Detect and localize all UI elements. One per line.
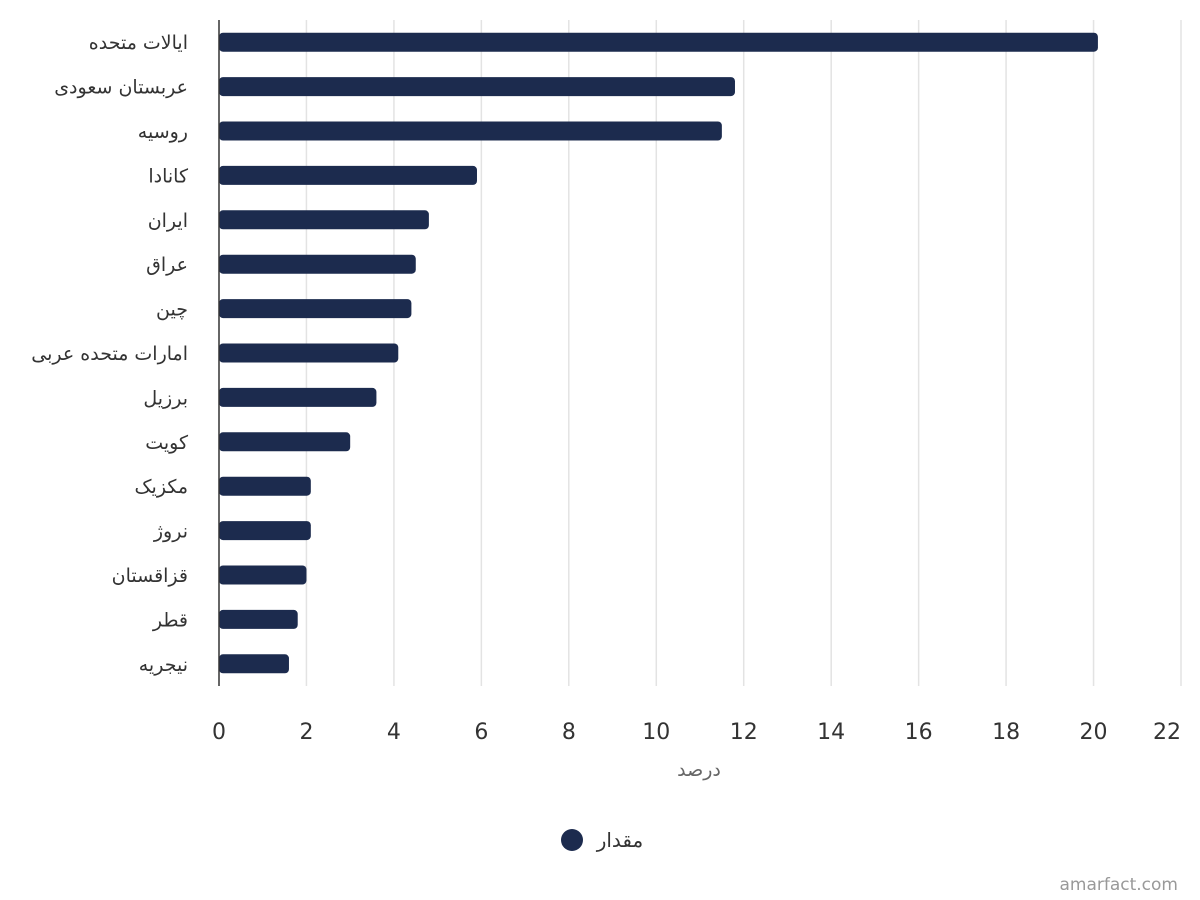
x-tick-label: 20: [1080, 720, 1108, 745]
category-label: نروژ: [153, 521, 188, 543]
grid-lines: [305, 20, 1182, 686]
category-label: قطر: [152, 609, 188, 631]
category-label: عربستان سعودی: [54, 77, 188, 99]
bars: [219, 32, 1098, 674]
category-label: ایالات متحده: [89, 32, 188, 54]
category-label: برزیل: [143, 387, 188, 409]
x-axis-title: درصد: [677, 759, 721, 781]
bar[interactable]: [219, 210, 429, 230]
bar[interactable]: [219, 254, 416, 274]
bar[interactable]: [219, 165, 477, 185]
bar[interactable]: [219, 521, 311, 541]
x-tick-label: 2: [299, 720, 313, 745]
bar[interactable]: [219, 32, 1098, 52]
legend-label[interactable]: مقدار: [596, 828, 644, 852]
category-label: مکزیک: [135, 476, 188, 498]
x-tick-label: 4: [387, 720, 401, 745]
category-labels: ایالات متحده عربستان سعودی روسیه کانادا ایرا…: [31, 32, 189, 676]
bar[interactable]: [219, 476, 311, 496]
bar[interactable]: [219, 654, 289, 674]
legend[interactable]: مقدار: [561, 828, 643, 852]
category-label: روسیه: [138, 121, 188, 143]
bar[interactable]: [219, 565, 307, 585]
x-tick-label: 14: [817, 720, 845, 745]
category-label: چین: [156, 299, 188, 321]
legend-marker[interactable]: [561, 829, 583, 851]
bar[interactable]: [219, 121, 722, 141]
bar[interactable]: [219, 609, 298, 629]
category-label: کویت: [145, 432, 189, 454]
bar[interactable]: [219, 343, 399, 363]
bar[interactable]: [219, 77, 735, 97]
x-tick-label: 16: [905, 720, 933, 745]
bar[interactable]: [219, 432, 351, 452]
category-label: قزاقستان: [112, 565, 188, 587]
category-label: نیجریه: [139, 654, 188, 676]
bar[interactable]: [219, 387, 377, 407]
x-tick-label: 22: [1153, 720, 1181, 745]
category-label: امارات متحده عربی: [31, 343, 188, 365]
category-label: ایران: [148, 210, 188, 232]
category-label: عراق: [146, 254, 188, 276]
x-tick-label: 18: [992, 720, 1020, 745]
x-tick-label: 12: [730, 720, 758, 745]
x-tick-labels: 0 2 4 6 8 10 12 14 16 18 20 22: [212, 720, 1181, 745]
bar[interactable]: [219, 299, 412, 319]
x-tick-label: 6: [474, 720, 488, 745]
x-tick-label: 10: [642, 720, 670, 745]
x-tick-label: 0: [212, 720, 226, 745]
credit-link[interactable]: amarfact.com: [1059, 875, 1178, 895]
category-label: کانادا: [148, 165, 189, 187]
x-tick-label: 8: [562, 720, 576, 745]
